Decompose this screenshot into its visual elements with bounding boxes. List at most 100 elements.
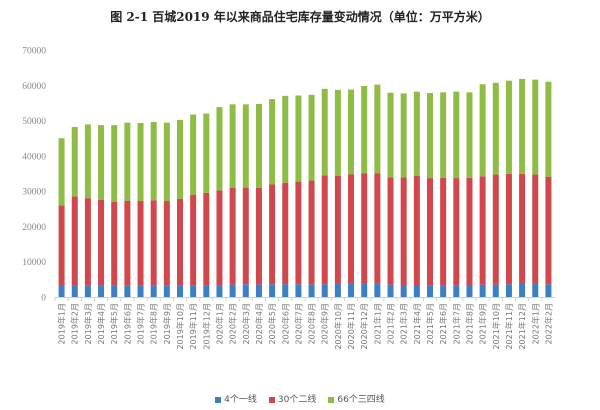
y-tick-label: 20000 [22, 223, 46, 233]
bar-segment-1 [308, 284, 315, 297]
x-tick-label: 2020年4月 [254, 303, 264, 344]
bar-segment-1 [466, 285, 473, 297]
bar-segment-1 [387, 284, 394, 297]
x-tick-label: 2019年10月 [175, 303, 185, 350]
bar-segment-3 [137, 123, 144, 202]
x-tick-label: 2021年4月 [412, 303, 422, 344]
x-tick-label: 2019年8月 [149, 303, 159, 344]
bar-segment-2 [163, 201, 170, 286]
bar-segment-2 [255, 187, 262, 285]
bar-segment-2 [137, 201, 144, 286]
bar-segment-1 [427, 285, 433, 297]
bar-segment-3 [124, 122, 131, 201]
bar-segment-1 [216, 285, 223, 297]
y-tick-label: 70000 [22, 47, 46, 57]
bar-segment-3 [479, 84, 486, 177]
x-tick-label: 2021年8月 [464, 303, 474, 344]
bar-segment-2 [466, 177, 473, 286]
bar-segment-3 [58, 138, 65, 206]
x-tick-label: 2021年12月 [517, 303, 527, 350]
x-tick-label: 2021年6月 [438, 303, 448, 344]
bar-segment-1 [190, 285, 197, 297]
x-tick-label: 2021年5月 [425, 303, 435, 344]
bar-segment-1 [321, 284, 328, 297]
bar-segment-2 [84, 198, 91, 286]
bar-segment-2 [348, 174, 355, 284]
x-tick-label: 2020年8月 [307, 303, 317, 344]
bar-segment-2 [374, 173, 381, 284]
y-tick-label: 0 [41, 294, 46, 304]
x-tick-label: 2019年4月 [96, 303, 106, 344]
bar-segment-1 [361, 283, 368, 297]
bar-segment-1 [282, 284, 289, 297]
bar-segment-3 [177, 119, 183, 199]
legend-swatch [268, 396, 275, 403]
x-tick-label: 2020年3月 [241, 303, 251, 344]
legend-label: 4个一线 [224, 395, 257, 405]
bar-segment-3 [532, 79, 539, 175]
x-tick-label: 2020年5月 [267, 303, 277, 344]
bar-segment-1 [295, 284, 302, 297]
legend-item: 4个一线 [215, 392, 257, 405]
bar-segment-3 [111, 125, 118, 202]
bar-segment-1 [203, 285, 210, 297]
bar-segment-1 [413, 285, 420, 297]
bar-segment-2 [177, 198, 183, 286]
y-tick-label: 40000 [22, 152, 46, 162]
bar-segment-3 [545, 81, 552, 177]
bar-segment-1 [84, 285, 91, 297]
bar-segment-2 [479, 176, 486, 285]
bar-segment-3 [203, 113, 210, 193]
bar-segment-1 [348, 283, 355, 297]
bar-segment-3 [505, 80, 512, 174]
bar-segment-3 [229, 104, 236, 188]
bar-segment-1 [269, 284, 276, 297]
bar-segment-2 [269, 184, 276, 285]
y-tick-label: 30000 [22, 188, 46, 198]
bar-segment-2 [492, 174, 499, 285]
x-tick-label: 2020年6月 [280, 303, 290, 344]
y-tick-label: 50000 [22, 117, 46, 127]
x-tick-label: 2020年7月 [293, 303, 303, 344]
bar-segment-2 [334, 175, 341, 284]
bar-segment-1 [163, 285, 170, 297]
x-tick-label: 2019年1月 [57, 303, 67, 344]
x-tick-label: 2019年3月 [83, 303, 93, 344]
bar-segment-2 [229, 187, 236, 285]
bar-segment-2 [532, 174, 539, 284]
bar-segment-2 [545, 176, 552, 285]
legend-item: 30个二线 [268, 392, 316, 405]
bar-segment-3 [190, 114, 197, 195]
bar-segment-1 [400, 285, 407, 297]
bar-segment-3 [334, 89, 341, 176]
bar-segment-2 [400, 177, 407, 286]
bar-segment-1 [334, 283, 341, 297]
bar-segment-2 [308, 180, 315, 285]
x-tick-label: 2019年5月 [109, 303, 119, 344]
bar-segment-2 [98, 199, 105, 286]
bar-segment-3 [150, 121, 157, 201]
bar-segment-3 [308, 94, 315, 181]
x-tick-label: 2020年9月 [320, 303, 330, 344]
bar-segment-1 [229, 284, 236, 297]
bar-segment-3 [466, 92, 473, 178]
x-tick-label: 2019年9月 [162, 303, 172, 344]
x-tick-label: 2019年7月 [136, 303, 146, 344]
bar-segment-2 [387, 177, 394, 285]
x-tick-label: 2020年12月 [359, 303, 369, 350]
bar-segment-1 [519, 283, 526, 297]
bar-segment-2 [242, 187, 249, 285]
bar-segment-2 [190, 194, 197, 286]
bar-segment-1 [124, 285, 131, 297]
x-tick-label: 2022年2月 [543, 303, 553, 344]
bar-segment-3 [519, 78, 526, 174]
bar-segment-2 [519, 173, 526, 284]
bar-segment-1 [177, 285, 183, 297]
bar-segment-2 [282, 182, 289, 285]
bar-segment-3 [98, 125, 105, 200]
legend-item: 66个三四线 [328, 392, 385, 405]
bar-segment-1 [440, 285, 447, 297]
bar-segment-1 [505, 284, 512, 297]
x-tick-label: 2022年1月 [530, 303, 540, 344]
